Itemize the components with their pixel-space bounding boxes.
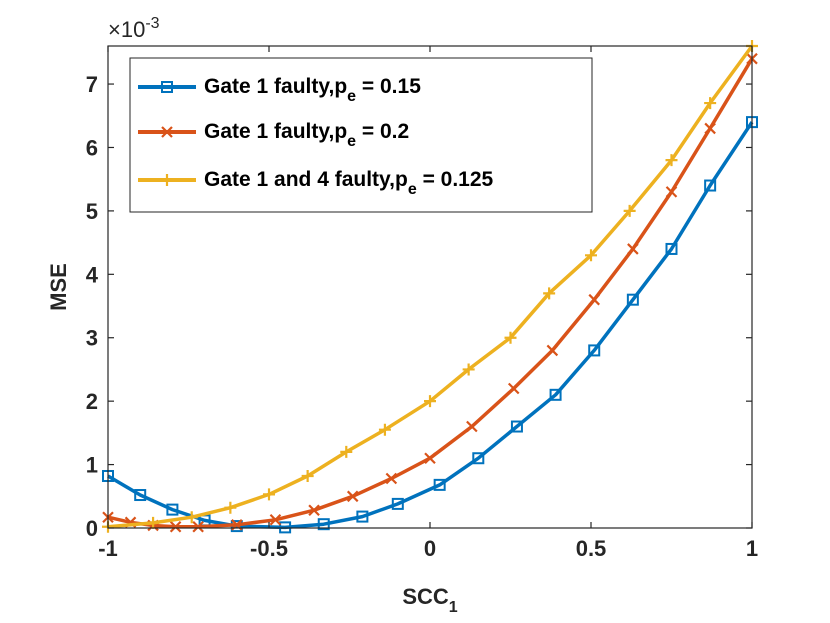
- y-tick-label: 2: [86, 389, 98, 414]
- x-axis-label-subscript: 1: [449, 599, 458, 616]
- y-tick-label: 4: [86, 262, 99, 287]
- data-point-marker: [279, 521, 292, 534]
- y-exponent-label: ×10-3: [108, 15, 160, 42]
- legend-entry-0: Gate 1 faulty,pe = 0.15: [138, 75, 421, 105]
- data-point-marker: [704, 97, 717, 110]
- legend-entry-1: Gate 1 faulty,pe = 0.2: [138, 120, 409, 150]
- data-point-marker: [549, 388, 562, 401]
- data-point-marker: [224, 501, 237, 514]
- y-tick-label: 6: [86, 135, 98, 160]
- series-layer: [102, 40, 758, 534]
- y-axis-label: MSE: [46, 263, 71, 311]
- series-1: [102, 52, 758, 533]
- data-point-marker: [510, 420, 523, 433]
- data-point-marker: [192, 520, 204, 533]
- series-2: [102, 40, 758, 533]
- x-tick-label: -0.5: [250, 536, 288, 561]
- data-point-marker: [623, 204, 636, 217]
- legend-label-2: Gate 1 and 4 faulty,pe = 0.125: [204, 168, 494, 198]
- data-point-marker: [504, 331, 517, 344]
- data-point-marker: [546, 344, 559, 357]
- y-exponent-power: -3: [145, 15, 159, 32]
- x-tick-label: 1: [746, 536, 758, 561]
- data-point-marker: [391, 497, 404, 510]
- data-point-marker: [588, 344, 601, 357]
- data-point-marker: [147, 516, 160, 529]
- data-point-marker: [378, 423, 391, 436]
- data-point-marker: [385, 472, 398, 485]
- data-point-marker: [269, 513, 282, 526]
- data-point-marker: [356, 510, 369, 523]
- data-point-marker: [626, 293, 639, 306]
- data-point-marker: [134, 489, 147, 502]
- data-point-marker: [704, 179, 717, 192]
- data-point-marker: [169, 520, 182, 533]
- data-point-marker: [301, 469, 314, 482]
- y-tick-label: 3: [86, 326, 98, 351]
- y-tick-label: 0: [86, 516, 98, 541]
- legend-swatch-marker-2: [161, 174, 173, 186]
- ticks-layer: -1 -0.5 0 0.5 1 0 1 2 3 4 5 6 7: [86, 46, 758, 561]
- legend: Gate 1 faulty,pe = 0.15 Gate 1 faulty,pe…: [129, 57, 593, 213]
- legend-box: [129, 57, 593, 213]
- data-point-marker: [665, 242, 678, 255]
- legend-swatch-marker-0: [161, 81, 173, 93]
- data-point-marker: [585, 249, 597, 262]
- data-point-marker: [507, 382, 520, 395]
- data-point-marker: [665, 154, 678, 167]
- data-point-marker: [424, 452, 436, 465]
- data-point-marker: [166, 503, 179, 516]
- x-tick-label: 0.5: [576, 536, 607, 561]
- y-tick-label: 5: [86, 199, 98, 224]
- y-tick-label: 7: [86, 72, 98, 97]
- data-point-marker: [704, 122, 716, 135]
- data-point-marker: [543, 287, 556, 300]
- data-point-marker: [627, 243, 639, 255]
- legend-swatch-marker-1: [161, 126, 173, 138]
- data-point-marker: [185, 511, 198, 524]
- y-tick-label: 1: [86, 453, 98, 478]
- x-tick-label: -1: [98, 536, 118, 561]
- data-point-marker: [462, 363, 475, 376]
- legend-label-1: Gate 1 faulty,pe = 0.2: [204, 120, 409, 150]
- y-exponent-prefix: ×10: [108, 17, 145, 42]
- data-point-marker: [317, 518, 330, 531]
- data-point-marker: [340, 445, 353, 458]
- data-point-marker: [588, 293, 600, 306]
- data-point-marker: [346, 490, 359, 503]
- legend-label-0: Gate 1 faulty,pe = 0.15: [204, 75, 421, 105]
- x-axis-label: SCC1: [402, 584, 457, 616]
- x-axis-label-main: SCC: [402, 584, 449, 609]
- data-point-marker: [472, 452, 485, 465]
- data-point-marker: [263, 488, 275, 501]
- data-point-marker: [665, 186, 678, 198]
- legend-entry-2: Gate 1 and 4 faulty,pe = 0.125: [138, 168, 494, 198]
- x-tick-label: 0: [424, 536, 436, 561]
- data-point-marker: [466, 420, 478, 433]
- data-point-marker: [424, 395, 436, 408]
- data-point-marker: [433, 478, 446, 491]
- data-point-marker: [308, 504, 320, 517]
